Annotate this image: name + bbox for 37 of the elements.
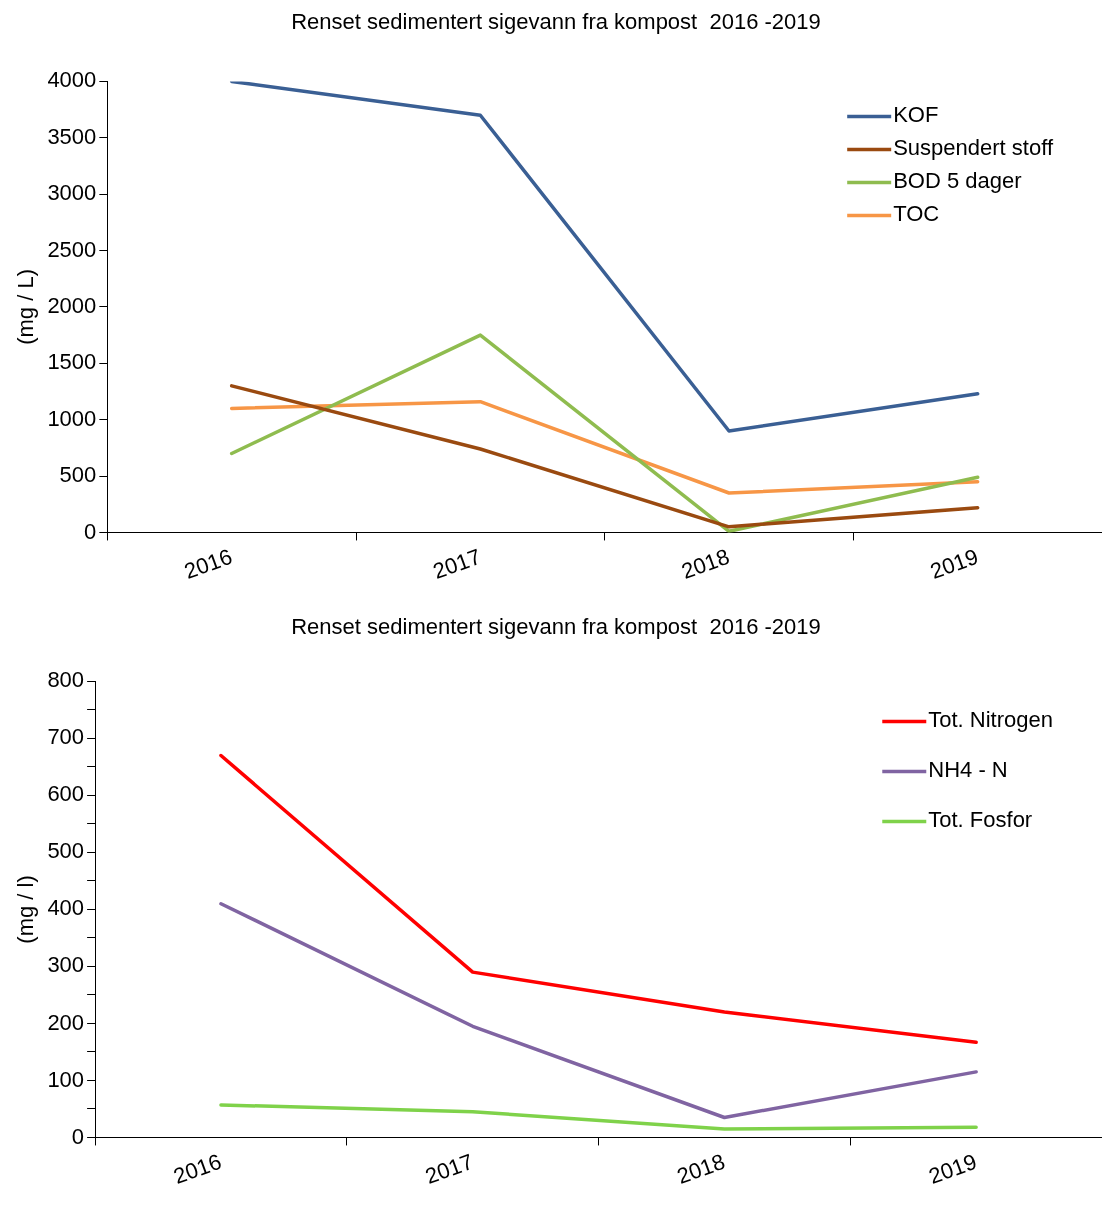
legend-label: Suspendert stoff: [893, 135, 1054, 161]
y-tick-label: 300: [47, 952, 85, 978]
x-tick-label: 2016: [180, 543, 236, 584]
y-tick-label: 1000: [47, 405, 97, 431]
chart-title: Renset sedimentert sigevann fra kompost 2016 -2019: [291, 9, 821, 35]
y-tick-label: 200: [47, 1009, 85, 1035]
legend-label: KOF: [893, 102, 939, 128]
y-tick-label: 3500: [47, 123, 97, 149]
y-tick-label: 500: [47, 838, 85, 864]
y-tick-label: 2000: [47, 292, 97, 318]
y-tick-label: 1500: [47, 349, 97, 375]
y-tick-label: 500: [59, 462, 97, 488]
legend-label: BOD 5 dager: [893, 168, 1022, 194]
y-tick-label: 3000: [47, 180, 97, 206]
x-tick-label: 2018: [678, 543, 733, 584]
legend-label: Tot. Nitrogen: [928, 707, 1054, 733]
legend-label: TOC: [893, 201, 940, 227]
y-tick-label: 2500: [47, 236, 97, 262]
y-tick-label: 0: [71, 1123, 85, 1149]
y-tick-label: 4000: [47, 67, 97, 93]
y-tick-label: 400: [47, 895, 85, 921]
y-tick-label: 100: [47, 1066, 85, 1092]
x-tick-label: 2019: [925, 1148, 980, 1189]
legend-label: NH4 - N: [928, 757, 1008, 783]
y-axis-title: (mg / L): [13, 269, 39, 345]
legend-label: Tot. Fosfor: [928, 807, 1033, 833]
x-tick-label: 2018: [673, 1148, 729, 1189]
x-tick-label: 2019: [926, 543, 982, 584]
y-tick-label: 800: [47, 667, 85, 693]
x-tick-label: 2016: [170, 1148, 225, 1189]
x-tick-label: 2017: [421, 1148, 477, 1189]
chart-title: Renset sedimentert sigevann fra kompost 2016 -2019: [291, 614, 821, 640]
y-tick-label: 700: [47, 724, 85, 750]
x-tick-label: 2017: [429, 543, 485, 584]
y-tick-label: 600: [47, 781, 85, 807]
y-axis-title: (mg / l): [13, 875, 39, 944]
y-tick-label: 0: [84, 518, 97, 544]
